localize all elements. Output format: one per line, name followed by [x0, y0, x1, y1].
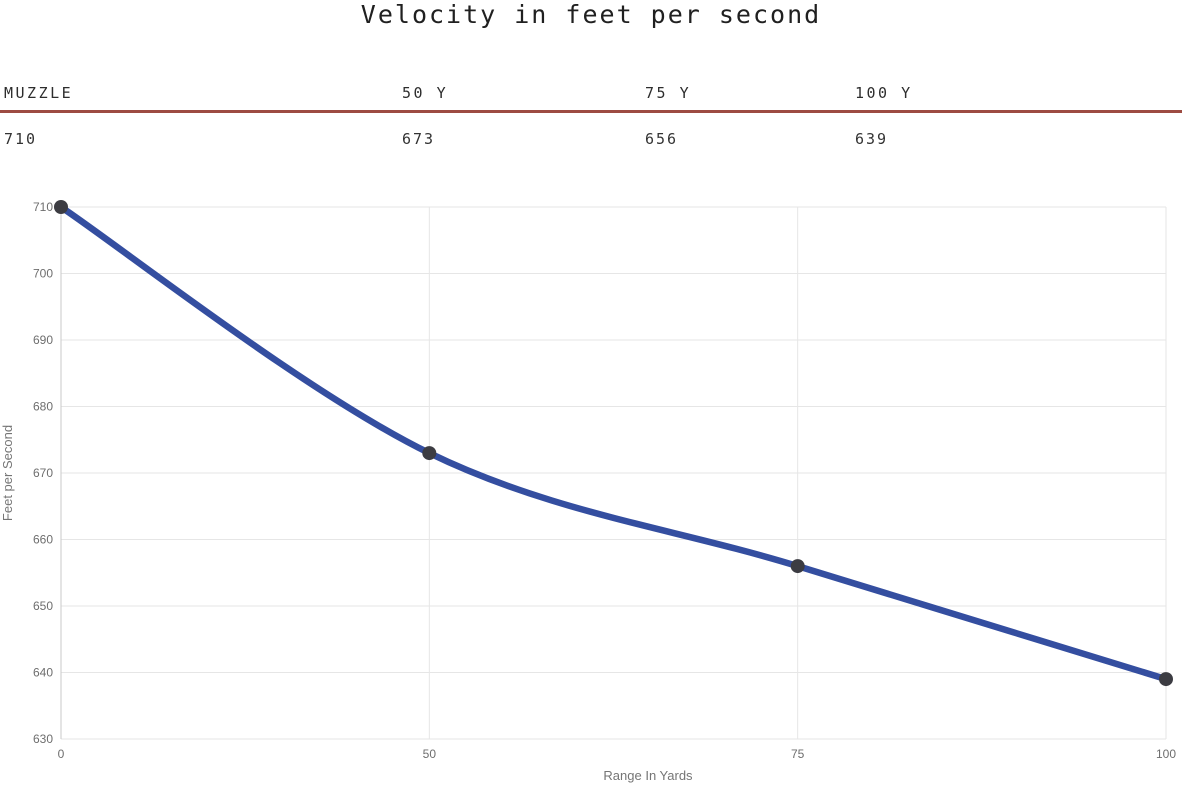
data-point-marker[interactable]: [1159, 672, 1173, 687]
x-tick-label: 75: [791, 747, 805, 761]
table-value-row: 710 673 656 639: [0, 130, 1182, 150]
data-point-marker[interactable]: [790, 559, 805, 574]
table-header-row: MUZZLE 50 Y 75 Y 100 Y: [0, 84, 1182, 104]
y-tick-label: 630: [33, 732, 53, 746]
x-tick-label: 100: [1156, 747, 1176, 761]
y-tick-label: 690: [33, 333, 53, 347]
x-axis-title: Range In Yards: [603, 768, 693, 783]
y-tick-label: 700: [33, 267, 53, 281]
velocity-line[interactable]: [57, 203, 1170, 683]
x-tick-label: 50: [423, 747, 437, 761]
velocity-table: MUZZLE 50 Y 75 Y 100 Y 710 673 656 639: [0, 0, 1182, 170]
x-tick-label: 0: [58, 747, 65, 761]
y-tick-label: 640: [33, 666, 53, 680]
y-tick-label: 670: [33, 466, 53, 480]
table-header-cell: MUZZLE: [4, 84, 74, 102]
table-value-cell: 639: [855, 130, 889, 148]
table-header-cell: 75 Y: [645, 84, 692, 102]
y-axis-title: Feet per Second: [0, 425, 15, 521]
table-value-cell: 656: [645, 130, 679, 148]
data-point-marker[interactable]: [54, 200, 68, 214]
table-value-cell: 673: [402, 130, 436, 148]
page-title: Velocity in feet per second: [360, 0, 822, 29]
data-point-marker[interactable]: [422, 446, 437, 461]
y-tick-label: 710: [33, 200, 53, 214]
table-value-cell: 710: [4, 130, 38, 148]
table-header-cell: 50 Y: [402, 84, 449, 102]
y-tick-label: 650: [33, 599, 53, 613]
y-tick-label: 680: [33, 400, 53, 414]
table-header-cell: 100 Y: [855, 84, 913, 102]
y-tick-label: 660: [33, 533, 53, 547]
table-divider: [0, 110, 1182, 113]
